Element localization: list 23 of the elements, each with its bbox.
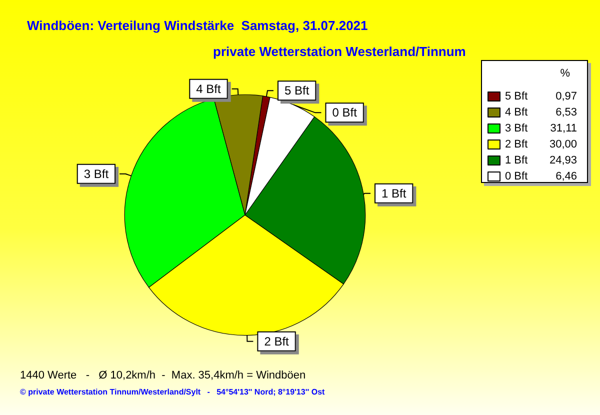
slice-label: 1 Bft — [382, 186, 407, 200]
legend-label: 1 Bft — [505, 154, 528, 166]
data-label: 30,00 — [549, 138, 577, 150]
text: © private Wetterstation Tinnum/Westerland/Sylt - 54°54'13'' Nord; 8°19'13'' Ost — [20, 388, 326, 396]
slice-label: 4 Bft — [196, 82, 222, 96]
chart-title: Windböen: Verteilung Windstärke Samstag, 31.07.2021 — [27, 18, 368, 33]
legend-title: % — [560, 68, 570, 80]
data-label: 24,93 — [549, 154, 577, 166]
legend-label: 0 Bft — [505, 170, 528, 182]
data-label: 6,53 — [556, 106, 577, 118]
text: 1440 Werte - Ø 10,2km/h - Max. 35,4km/h = Windböen — [20, 370, 306, 382]
data-label: 0,97 — [556, 90, 577, 102]
slice-label: 5 Bft — [284, 84, 310, 98]
legend-label: 5 Bft — [505, 90, 528, 102]
legend-label: 4 Bft — [505, 106, 528, 118]
slice-label: 3 Bft — [84, 166, 110, 181]
slice-label: 2 Bft — [264, 334, 290, 348]
chart-subtitle: private Wetterstation Westerland/Tinnum — [213, 44, 466, 59]
legend-label: 2 Bft — [505, 138, 528, 150]
legend-label: 3 Bft — [505, 122, 528, 134]
data-label: 31,11 — [550, 122, 577, 134]
slice-label: 0 Bft — [332, 106, 358, 120]
data-label: 6,46 — [556, 170, 577, 182]
